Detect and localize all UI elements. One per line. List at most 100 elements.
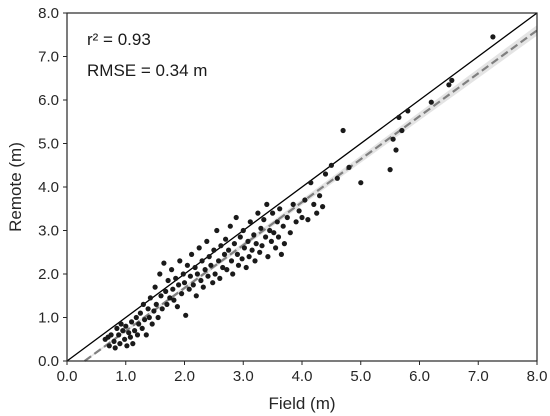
x-tick-label: 5.0 bbox=[350, 368, 371, 385]
points-layer bbox=[102, 34, 496, 351]
data-point bbox=[253, 241, 259, 247]
data-point bbox=[183, 312, 189, 318]
data-point bbox=[490, 34, 496, 40]
data-point bbox=[132, 328, 138, 334]
data-point bbox=[193, 293, 199, 299]
data-point bbox=[257, 249, 263, 255]
data-point bbox=[390, 136, 396, 142]
data-point bbox=[116, 332, 122, 338]
x-axis-label: Field (m) bbox=[268, 394, 335, 413]
data-point bbox=[123, 323, 129, 329]
data-point bbox=[147, 295, 153, 301]
data-point bbox=[112, 345, 118, 351]
data-point bbox=[180, 271, 186, 277]
data-point bbox=[196, 245, 202, 251]
data-point bbox=[129, 319, 135, 325]
data-point bbox=[169, 267, 175, 273]
data-point bbox=[173, 275, 179, 281]
data-point bbox=[252, 258, 258, 264]
data-point bbox=[152, 284, 158, 290]
data-point bbox=[234, 251, 240, 257]
x-tick-label: 2.0 bbox=[174, 368, 195, 385]
y-tick-label: 8.0 bbox=[38, 5, 59, 22]
y-tick-label: 5.0 bbox=[38, 136, 59, 153]
data-point bbox=[334, 175, 340, 181]
data-point bbox=[268, 238, 274, 244]
data-point bbox=[296, 208, 302, 214]
data-point bbox=[204, 238, 210, 244]
regression-line bbox=[83, 29, 538, 362]
data-point bbox=[159, 306, 165, 312]
data-point bbox=[165, 277, 171, 284]
data-point bbox=[202, 267, 208, 273]
data-point bbox=[320, 204, 326, 210]
data-point bbox=[224, 267, 230, 273]
data-point bbox=[405, 108, 411, 114]
data-point bbox=[241, 245, 247, 251]
data-point bbox=[157, 271, 163, 277]
data-point bbox=[111, 338, 117, 344]
x-tick-label: 7.0 bbox=[468, 368, 489, 385]
data-point bbox=[194, 271, 200, 277]
data-point bbox=[184, 262, 190, 268]
data-point bbox=[247, 219, 253, 225]
x-tick-label: 8.0 bbox=[527, 368, 548, 385]
data-point bbox=[311, 201, 317, 207]
data-point bbox=[305, 217, 311, 223]
data-point bbox=[428, 99, 434, 105]
data-point bbox=[122, 336, 128, 342]
data-point bbox=[237, 234, 243, 240]
data-point bbox=[290, 201, 296, 207]
data-point bbox=[198, 277, 204, 284]
y-tick-label: 2.0 bbox=[38, 266, 59, 283]
data-point bbox=[187, 273, 193, 279]
data-point bbox=[220, 264, 226, 271]
data-point bbox=[155, 314, 161, 321]
data-point bbox=[126, 330, 132, 336]
data-point bbox=[358, 180, 364, 186]
data-point bbox=[263, 234, 269, 240]
data-point bbox=[192, 264, 198, 271]
data-point bbox=[261, 217, 267, 223]
data-point bbox=[140, 301, 146, 307]
data-point bbox=[399, 127, 405, 134]
data-point bbox=[271, 230, 277, 236]
data-point bbox=[153, 301, 159, 307]
data-point bbox=[120, 328, 126, 334]
data-point bbox=[284, 214, 290, 221]
data-point bbox=[206, 254, 212, 260]
data-point bbox=[145, 306, 151, 312]
data-point bbox=[218, 243, 224, 249]
data-point bbox=[137, 310, 143, 316]
data-point bbox=[322, 171, 329, 177]
data-point bbox=[142, 317, 148, 323]
data-point bbox=[328, 162, 334, 168]
data-point bbox=[235, 262, 242, 268]
data-point bbox=[278, 251, 284, 257]
y-axis-label: Remote (m) bbox=[6, 142, 25, 232]
data-point bbox=[277, 206, 283, 212]
data-point bbox=[171, 297, 177, 303]
data-point bbox=[249, 247, 255, 253]
data-point bbox=[245, 238, 251, 244]
data-point bbox=[143, 332, 149, 338]
confidence-band-layer bbox=[84, 25, 537, 362]
data-point bbox=[449, 77, 455, 83]
data-point bbox=[186, 286, 192, 292]
x-tick-label: 6.0 bbox=[409, 368, 430, 385]
data-point bbox=[106, 343, 112, 349]
data-point bbox=[274, 219, 280, 225]
data-point bbox=[114, 325, 120, 331]
data-point bbox=[210, 280, 216, 286]
data-point bbox=[273, 245, 279, 251]
data-point bbox=[223, 236, 229, 242]
data-point bbox=[130, 341, 136, 347]
data-point bbox=[190, 282, 196, 288]
data-point bbox=[158, 293, 164, 299]
data-point bbox=[240, 227, 246, 234]
data-point bbox=[146, 314, 152, 321]
data-point bbox=[264, 201, 270, 207]
data-point bbox=[167, 295, 173, 301]
data-point bbox=[231, 241, 237, 247]
